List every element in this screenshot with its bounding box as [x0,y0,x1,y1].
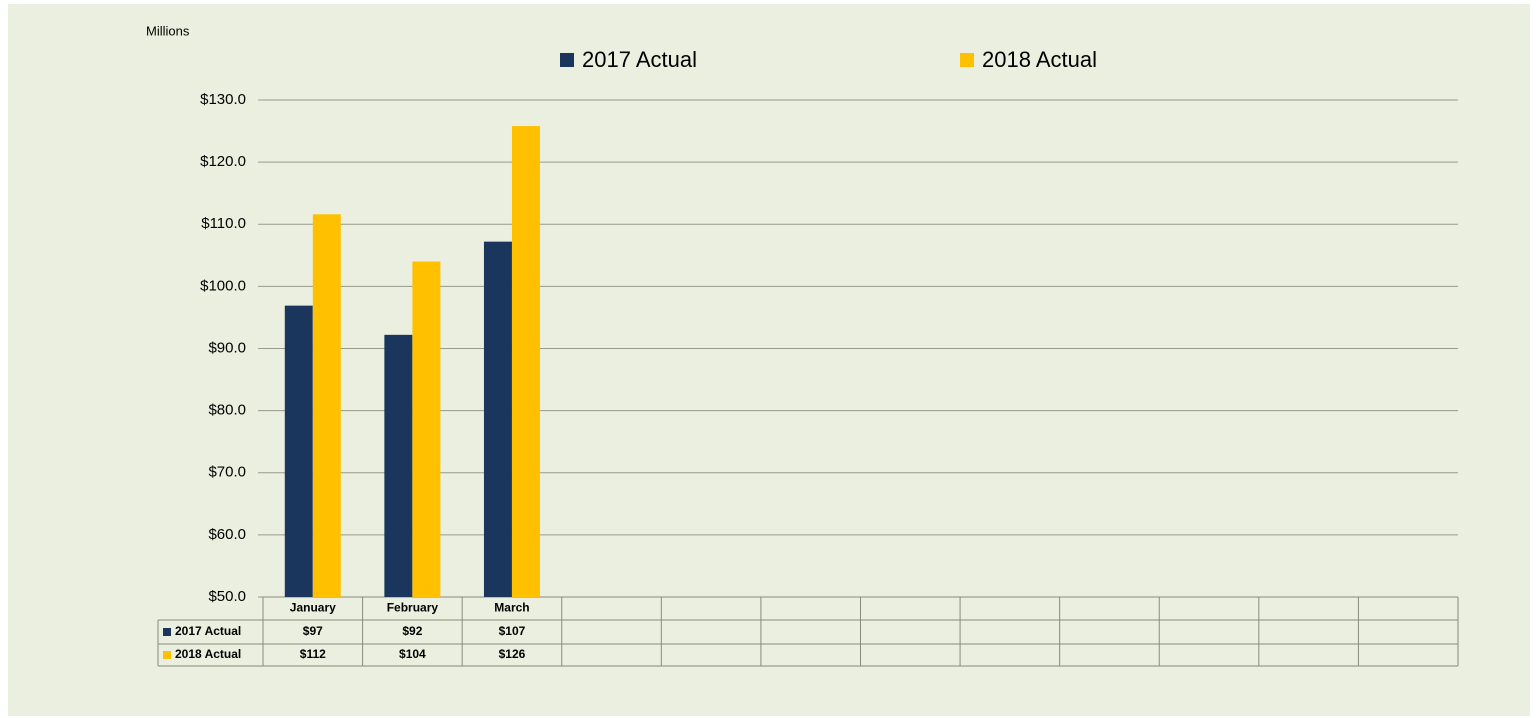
y-tick-label: $50.0 [208,588,246,605]
table-value: $92 [402,624,422,638]
table-swatch [163,628,171,636]
bar [384,334,413,597]
y-tick-label: $60.0 [208,526,246,543]
y-tick-label: $120.0 [200,153,246,170]
y-tick-label: $80.0 [208,402,246,419]
x-tick-label: March [494,601,529,615]
table-value: $126 [499,647,526,661]
y-tick-label: $130.0 [200,91,246,108]
table-value: $112 [300,647,326,661]
legend-label: 2017 Actual [582,47,697,72]
x-tick-label: February [387,601,439,615]
legend-swatch [560,53,574,67]
y-unit-label: Millions [146,23,190,38]
chart-area [8,4,1530,716]
y-tick-label: $70.0 [208,464,246,481]
bar [483,241,512,597]
bar [312,214,341,597]
y-tick-label: $100.0 [200,277,246,294]
bar [412,261,441,597]
y-tick-label: $90.0 [208,339,246,356]
x-tick-label: January [290,601,336,615]
table-value: $97 [303,624,323,638]
table-swatch [163,651,171,659]
legend-swatch [960,53,974,67]
bar [511,126,540,597]
table-value: $104 [399,647,426,661]
table-row-label: 2017 Actual [175,624,241,638]
table-row-label: 2018 Actual [175,647,241,661]
bar [284,305,313,597]
table-value: $107 [499,624,526,638]
legend-label: 2018 Actual [982,47,1097,72]
y-tick-label: $110.0 [201,215,246,232]
